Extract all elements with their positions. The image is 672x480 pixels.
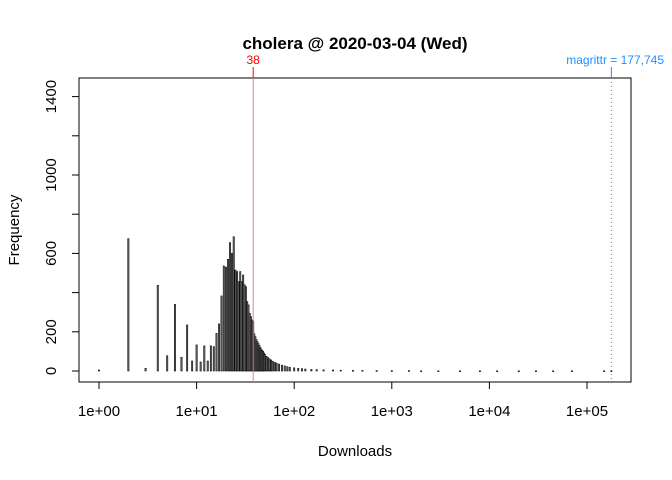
y-tick-label: 1000 [43,158,60,191]
histogram-bar [286,366,289,372]
bars-group [98,236,613,372]
histogram-bar [239,271,242,372]
x-tick-label: 1e+05 [566,403,608,420]
histogram-bar [375,370,378,372]
histogram-bar [420,370,423,372]
histogram-bar [191,360,194,372]
histogram-bar [240,281,243,372]
histogram-bar [552,370,555,372]
histogram-bar [301,368,303,372]
histogram-bar [263,354,266,372]
histogram-bar [273,361,276,372]
histogram-bar [144,367,147,372]
histogram-bar [437,370,440,372]
histogram-bar [322,369,325,372]
histogram-bar [459,370,461,372]
histogram-bar [222,265,225,372]
histogram-bar [390,370,393,372]
reference-line-label: 38 [247,53,261,67]
histogram-bar [195,344,198,372]
histogram-bar [199,361,202,372]
x-tick-label: 1e+02 [273,403,315,420]
histogram-bar [237,281,240,372]
histogram-bar [535,370,537,372]
histogram-bar [227,258,229,372]
y-tick-label: 600 [43,241,60,266]
y-tick-label: 0 [43,367,60,375]
x-tick-label: 1e+01 [176,403,218,420]
histogram-bar [270,359,273,372]
histogram-bar [232,236,235,372]
histogram-bar [236,271,239,372]
histogram-bar [156,285,159,372]
histogram-bar [293,367,296,372]
histogram-bar [603,370,606,372]
histogram-bar [166,355,169,372]
histogram-bar [215,333,218,372]
histogram-bar [212,346,215,372]
histogram-bar [206,360,209,372]
histogram-bar [278,363,281,372]
histogram-bar [268,358,271,372]
histogram-bar [186,324,189,372]
histogram-bar [288,366,291,372]
reference-line-label: magrittr = 177,745 [566,53,664,67]
chart-title: cholera @ 2020-03-04 (Wed) [242,34,467,53]
y-tick-label: 200 [43,319,60,344]
reference-lines: 38 magrittr = 177,745 [247,53,664,382]
histogram-bar [203,345,206,372]
histogram-bar [220,295,223,372]
histogram-bar [267,357,270,372]
histogram-bar [127,238,130,372]
histogram-bar [310,369,313,372]
histogram-bar [242,274,245,372]
histogram-bar [209,345,212,372]
x-tick-label: 1e+00 [78,403,120,420]
histogram-bar [174,304,176,372]
histogram-bar [180,356,183,372]
plot-frame [78,77,632,383]
histogram-bar [339,369,342,372]
histogram-bar [297,367,300,372]
histogram-bar [230,253,233,372]
histogram-bar [98,369,100,372]
y-axis-label: Frequency [6,194,23,265]
histogram-bar [315,369,318,372]
histogram-bar [496,370,499,372]
histogram-bar [281,364,283,372]
x-axis-label: Downloads [318,443,392,460]
x-tick-label: 1e+03 [371,403,413,420]
histogram-bar [275,362,278,372]
histogram-bar [517,370,520,372]
x-axis: 1e+00 1e+01 1e+02 1e+03 1e+04 1e+05 [78,381,608,420]
histogram-bar [265,355,268,372]
y-tick-label: 1400 [43,80,60,113]
histogram-bar [225,266,227,372]
histogram-bar [234,269,237,372]
histogram-bar [229,242,231,372]
histogram-bar [332,369,334,372]
histogram-bar [218,323,221,372]
x-tick-label: 1e+04 [468,403,510,420]
histogram-bar [283,365,286,372]
histogram-bar [408,370,410,372]
histogram-bar [304,368,307,372]
y-axis: 0 200 600 1000 1400 [43,80,80,375]
histogram-bar [479,370,481,372]
histogram-bar [570,370,573,372]
histogram-bar [352,370,354,372]
histogram-bar [271,360,274,372]
histogram-bar [361,370,364,372]
